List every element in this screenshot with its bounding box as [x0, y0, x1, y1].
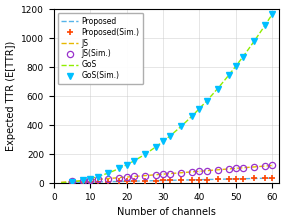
Y-axis label: Expected TTR (E[TTR]): Expected TTR (E[TTR]) [5, 41, 16, 151]
X-axis label: Number of channels: Number of channels [117, 207, 216, 217]
Legend: Proposed, Proposed(Sim.), JS, JS(Sim.), GoS, GoS(Sim.): Proposed, Proposed(Sim.), JS, JS(Sim.), … [58, 13, 143, 84]
